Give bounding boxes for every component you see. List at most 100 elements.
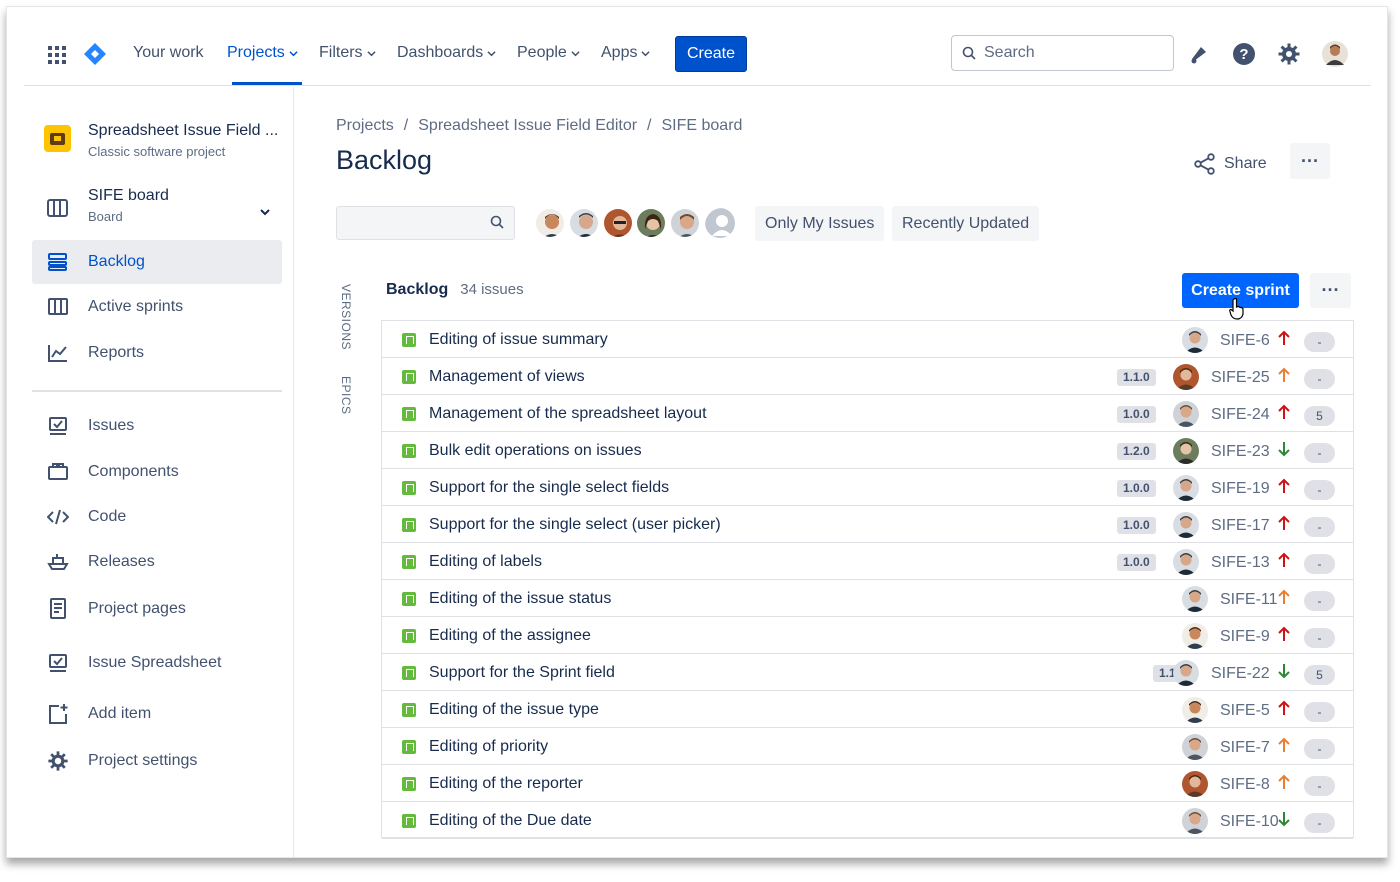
- versions-panel-tab[interactable]: VERSIONS: [339, 284, 353, 351]
- backlog-search-input[interactable]: [336, 206, 515, 240]
- issue-key[interactable]: SIFE-22: [1211, 665, 1270, 682]
- assignee-avatar[interactable]: [1182, 697, 1208, 723]
- issue-key[interactable]: SIFE-8: [1220, 776, 1270, 793]
- assignee-avatar[interactable]: [1173, 660, 1199, 686]
- assignee-filter-avatar[interactable]: [568, 207, 600, 239]
- assignee-avatar[interactable]: [1173, 549, 1199, 575]
- search-icon: [962, 46, 976, 60]
- nav-your-work[interactable]: Your work: [133, 44, 204, 62]
- assignee-filter-avatar[interactable]: [669, 207, 701, 239]
- assignee-avatar[interactable]: [1173, 401, 1199, 427]
- issue-key[interactable]: SIFE-6: [1220, 332, 1270, 349]
- fix-version-badge[interactable]: 1.1.0: [1117, 369, 1156, 386]
- unassigned-filter-avatar[interactable]: [703, 206, 737, 240]
- sidebar-item-code[interactable]: Code: [32, 495, 282, 539]
- quick-filter-only-my-issues[interactable]: Only My Issues: [755, 206, 885, 241]
- nav-projects[interactable]: Projects: [227, 44, 298, 62]
- breadcrumb-separator: /: [403, 117, 409, 134]
- breadcrumb-board[interactable]: SIFE board: [661, 117, 743, 134]
- assignee-avatar[interactable]: [1182, 808, 1208, 834]
- assignee-avatar[interactable]: [1173, 512, 1199, 538]
- sidebar-item-reports[interactable]: Reports: [32, 331, 282, 375]
- more-actions-button[interactable]: ···: [1290, 143, 1330, 179]
- issue-row[interactable]: Editing of the reporter SIFE-8 -: [382, 765, 1353, 802]
- sidebar-item-backlog[interactable]: Backlog: [32, 240, 282, 284]
- issue-row[interactable]: Management of the spreadsheet layout 1.0.…: [382, 395, 1353, 432]
- nav-dashboards[interactable]: Dashboards: [397, 44, 496, 62]
- sidebar-item-components[interactable]: Components: [32, 450, 282, 494]
- issue-key[interactable]: SIFE-5: [1220, 702, 1270, 719]
- issue-row[interactable]: Editing of labels 1.0.0 SIFE-13 -: [382, 543, 1353, 580]
- sidebar-item-project-pages[interactable]: Project pages: [32, 587, 282, 631]
- sidebar-item-add-item[interactable]: Add item: [32, 692, 282, 736]
- help-icon[interactable]: ?: [1231, 41, 1257, 67]
- issue-key[interactable]: SIFE-9: [1220, 628, 1270, 645]
- sidebar-item-label: Issues: [88, 417, 135, 434]
- sidebar-item-active-sprints[interactable]: Active sprints: [32, 285, 282, 329]
- share-button[interactable]: Share: [1194, 149, 1267, 179]
- board-name[interactable]: SIFE board: [88, 187, 169, 204]
- issue-row[interactable]: Editing of the Due date SIFE-10 -: [382, 802, 1353, 839]
- issue-key[interactable]: SIFE-10: [1220, 813, 1279, 830]
- sidebar-item-issue-spreadsheet[interactable]: Issue Spreadsheet: [32, 641, 282, 685]
- issue-key[interactable]: SIFE-25: [1211, 369, 1270, 386]
- issue-row[interactable]: Editing of the issue status SIFE-11 -: [382, 580, 1353, 617]
- assignee-avatar[interactable]: [1182, 771, 1208, 797]
- issue-row[interactable]: Support for the single select fields 1.0.…: [382, 469, 1353, 506]
- assignee-avatar[interactable]: [1173, 475, 1199, 501]
- assignee-avatar[interactable]: [1173, 364, 1199, 390]
- breadcrumb-projects[interactable]: Projects: [336, 117, 394, 134]
- issue-row[interactable]: Editing of the issue type SIFE-5 -: [382, 691, 1353, 728]
- fix-version-badge[interactable]: 1.2.0: [1117, 443, 1156, 460]
- assignee-filter-avatar[interactable]: [635, 207, 667, 239]
- issue-key[interactable]: SIFE-23: [1211, 443, 1270, 460]
- create-sprint-button[interactable]: Create sprint: [1182, 273, 1299, 308]
- app-switcher-icon[interactable]: [44, 42, 70, 68]
- issue-key[interactable]: SIFE-24: [1211, 406, 1270, 423]
- backlog-more-button[interactable]: ···: [1310, 273, 1351, 308]
- project-avatar[interactable]: [44, 125, 71, 152]
- breadcrumb-project[interactable]: Spreadsheet Issue Field Editor: [418, 117, 638, 134]
- assignee-avatar[interactable]: [1182, 586, 1208, 612]
- assignee-filter-avatar[interactable]: [602, 207, 634, 239]
- sidebar-item-project-settings[interactable]: Project settings: [32, 739, 282, 783]
- assignee-avatar[interactable]: [1182, 623, 1208, 649]
- sidebar-item-releases[interactable]: Releases: [32, 540, 282, 584]
- nav-apps[interactable]: Apps: [601, 44, 651, 62]
- issue-row[interactable]: Support for the Sprint field 1.1.0 SIFE-22…: [382, 654, 1353, 691]
- issue-key[interactable]: SIFE-17: [1211, 517, 1270, 534]
- issue-row[interactable]: Editing of issue summary SIFE-6 -: [382, 321, 1353, 358]
- user-avatar[interactable]: [1322, 41, 1348, 67]
- fix-version-badge[interactable]: 1.0.0: [1117, 406, 1156, 423]
- fix-version-badge[interactable]: 1.0.0: [1117, 480, 1156, 497]
- project-name[interactable]: Spreadsheet Issue Field ...: [88, 122, 279, 139]
- issue-row[interactable]: Management of views 1.1.0 SIFE-25 -: [382, 358, 1353, 395]
- search-input[interactable]: Search: [951, 35, 1174, 71]
- nav-people[interactable]: People: [517, 44, 580, 62]
- assignee-filter-avatar[interactable]: [534, 207, 566, 239]
- issue-summary: Editing of the Due date: [429, 812, 592, 829]
- epics-panel-tab[interactable]: EPICS: [339, 376, 353, 415]
- jira-logo-icon[interactable]: [82, 41, 108, 67]
- settings-gear-icon[interactable]: [1276, 41, 1302, 67]
- notifications-icon[interactable]: [1186, 41, 1212, 67]
- create-button[interactable]: Create: [675, 36, 747, 72]
- issue-key[interactable]: SIFE-7: [1220, 739, 1270, 756]
- issue-key[interactable]: SIFE-13: [1211, 554, 1270, 571]
- issue-key[interactable]: SIFE-11: [1220, 591, 1278, 608]
- fix-version-badge[interactable]: 1.0.0: [1117, 517, 1156, 534]
- nav-filters[interactable]: Filters: [319, 44, 376, 62]
- chevron-down-icon[interactable]: [259, 204, 271, 222]
- quick-filter-recently-updated[interactable]: Recently Updated: [892, 206, 1040, 241]
- issue-row[interactable]: Editing of priority SIFE-7 -: [382, 728, 1353, 765]
- issue-key[interactable]: SIFE-19: [1211, 480, 1270, 497]
- assignee-avatar[interactable]: [1182, 734, 1208, 760]
- assignee-avatar[interactable]: [1182, 327, 1208, 353]
- issue-row[interactable]: Support for the single select (user pick…: [382, 506, 1353, 543]
- issue-row[interactable]: Bulk edit operations on issues 1.2.0 SIFE-…: [382, 432, 1353, 469]
- issue-row[interactable]: Editing of the assignee SIFE-9 -: [382, 617, 1353, 654]
- sidebar-item-issues[interactable]: Issues: [32, 404, 282, 448]
- assignee-avatar[interactable]: [1173, 438, 1199, 464]
- top-navigation: Your work Projects Filters Dashboards Pe…: [24, 7, 1371, 86]
- fix-version-badge[interactable]: 1.0.0: [1117, 554, 1156, 571]
